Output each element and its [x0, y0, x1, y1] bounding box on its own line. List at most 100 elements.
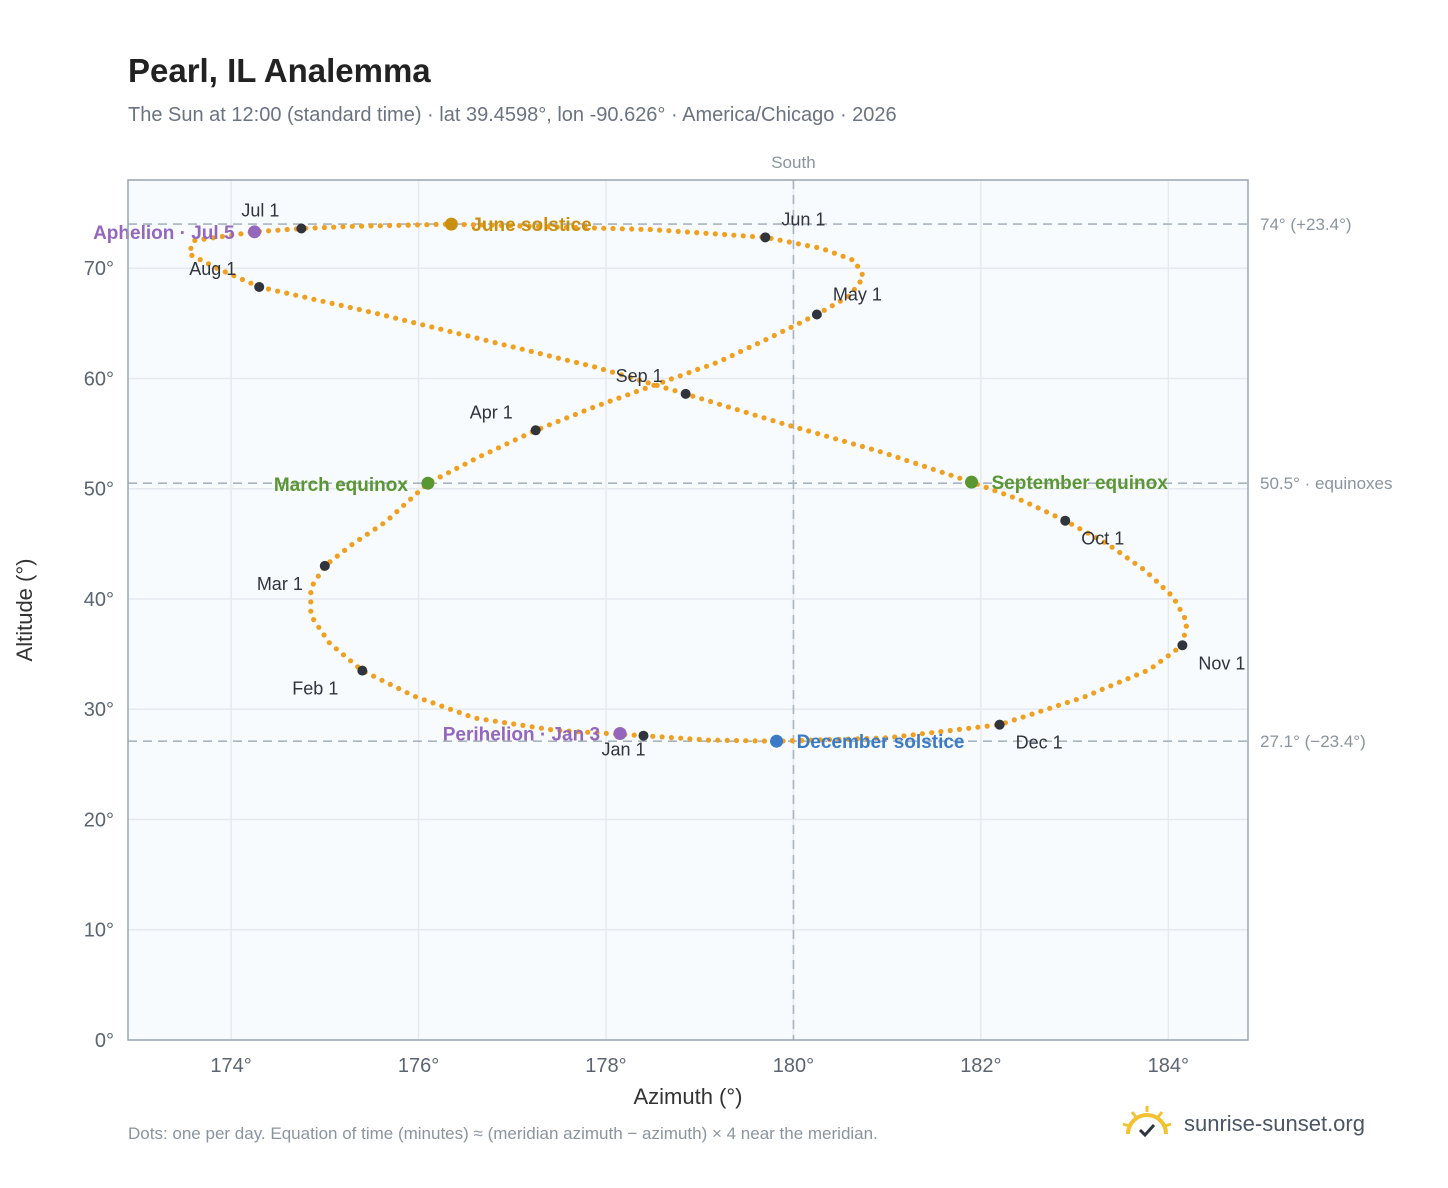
- day-dot: [859, 443, 866, 450]
- day-dot: [222, 269, 228, 275]
- y-tick-label: 10°: [84, 920, 114, 942]
- markers: [248, 217, 1188, 748]
- month-label: Aug 1: [189, 259, 236, 279]
- y-tick-label: 30°: [84, 699, 114, 721]
- day-dot: [349, 223, 355, 229]
- day-dot: [474, 715, 480, 722]
- day-dot: [581, 408, 587, 414]
- day-dot: [725, 404, 732, 410]
- day-dot: [546, 353, 553, 359]
- day-dot: [433, 221, 439, 227]
- day-dot: [1165, 653, 1171, 659]
- day-dot: [666, 228, 672, 234]
- day-dot: [957, 475, 963, 481]
- meridian: South: [771, 153, 816, 1040]
- day-dot: [913, 460, 919, 466]
- day-dot: [929, 730, 935, 736]
- day-dot: [824, 433, 830, 439]
- day-dot: [1001, 491, 1007, 497]
- day-dot: [754, 341, 761, 347]
- brand[interactable]: sunrise-sunset.org: [1120, 1102, 1365, 1146]
- month-marker: [1177, 640, 1188, 651]
- day-dot: [365, 309, 371, 315]
- day-dot: [789, 738, 795, 744]
- day-dot: [368, 223, 374, 229]
- day-dot: [1109, 544, 1115, 550]
- day-dot: [1085, 530, 1091, 536]
- day-dot: [868, 446, 875, 452]
- day-dot: [414, 490, 421, 496]
- grid-lines: [128, 180, 1248, 1041]
- day-dot: [636, 377, 642, 383]
- month-label: Nov 1: [1198, 653, 1245, 673]
- day-dot: [1147, 572, 1153, 578]
- day-dot: [647, 226, 653, 233]
- day-dot: [411, 320, 417, 326]
- day-dot: [357, 536, 363, 543]
- day-dot: [823, 247, 829, 253]
- day-dot: [851, 286, 858, 293]
- day-dot: [984, 723, 990, 729]
- day-dot: [788, 324, 794, 330]
- day-dot: [229, 232, 235, 238]
- x-tick-label: 178°: [585, 1055, 626, 1077]
- day-dot: [1125, 676, 1131, 682]
- day-dot: [275, 288, 281, 294]
- day-dot: [845, 736, 851, 742]
- day-dot: [729, 352, 735, 359]
- day-dot: [349, 542, 355, 548]
- day-dot: [521, 433, 527, 439]
- day-dot: [690, 393, 696, 399]
- x-tick-label: 182°: [960, 1055, 1001, 1077]
- day-dot: [1027, 501, 1033, 507]
- month-marker: [811, 309, 822, 320]
- day-dot: [938, 729, 944, 735]
- day-dot: [483, 717, 489, 723]
- day-dot: [668, 735, 675, 741]
- day-dot: [528, 348, 534, 354]
- day-dot: [1044, 509, 1050, 515]
- day-dot: [722, 231, 728, 238]
- event-label: Perihelion · Jan 3: [443, 724, 600, 745]
- day-dot: [650, 733, 656, 739]
- x-tick-label: 184°: [1148, 1055, 1189, 1077]
- day-dot: [721, 356, 727, 362]
- sun-logo-icon: [1122, 1106, 1172, 1138]
- x-axis-title: Azimuth (°): [633, 1084, 742, 1109]
- marker-labels: Jan 1 Feb 1 Mar 1 Apr 1 May 1 Jun 1 Jul 1 Aug 1…: [93, 201, 1245, 760]
- day-dot: [1018, 497, 1024, 503]
- footnote: Dots: one per day. Equation of time (min…: [128, 1124, 878, 1143]
- month-label: Feb 1: [292, 679, 338, 699]
- day-dot: [447, 706, 454, 712]
- day-dot: [265, 286, 272, 292]
- month-label: Oct 1: [1081, 529, 1124, 549]
- day-dot: [808, 737, 814, 743]
- day-dot: [633, 389, 640, 395]
- day-dot: [590, 405, 596, 411]
- day-dot: [1038, 708, 1044, 714]
- day-dot: [703, 363, 710, 369]
- day-dot: [546, 422, 553, 428]
- day-dot: [564, 415, 570, 421]
- day-dot: [1082, 694, 1088, 700]
- day-dot: [821, 307, 827, 313]
- day-dot: [616, 395, 622, 401]
- day-dot: [387, 222, 393, 229]
- day-dot: [829, 303, 835, 309]
- day-dot: [465, 333, 471, 339]
- day-dot: [1160, 584, 1166, 591]
- day-dot: [192, 237, 198, 244]
- day-dot: [585, 729, 591, 735]
- day-dot: [657, 227, 663, 233]
- day-dot: [712, 231, 718, 237]
- day-dot: [387, 681, 393, 688]
- day-dot: [582, 362, 589, 368]
- day-dot: [833, 436, 839, 442]
- day-dot: [1132, 560, 1138, 566]
- day-dot: [983, 484, 989, 490]
- day-dot: [694, 230, 700, 236]
- day-dot: [743, 409, 749, 415]
- day-dot: [631, 732, 637, 738]
- day-dot: [703, 230, 709, 236]
- day-dot: [1139, 566, 1146, 572]
